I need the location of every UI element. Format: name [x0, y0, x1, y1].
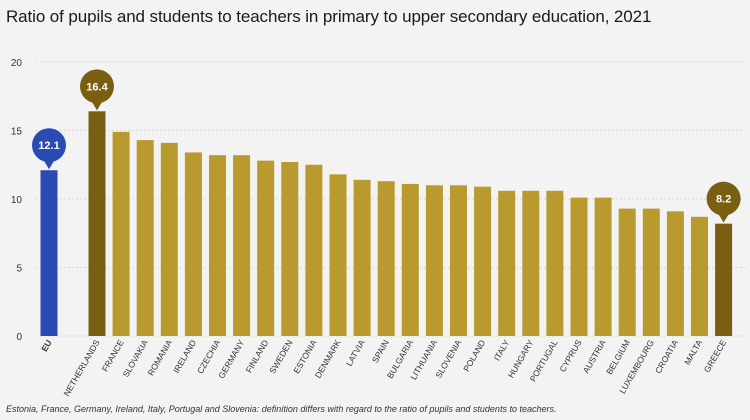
bar-sweden	[281, 162, 299, 336]
x-tick-label: SPAIN	[370, 338, 391, 365]
callouts: 12.1 16.4 8.2	[32, 69, 741, 223]
bar-denmark	[329, 174, 347, 336]
x-tick-label: IRELAND	[171, 338, 198, 375]
x-tick-label: EU	[39, 338, 54, 353]
y-tick-label: 15	[11, 127, 23, 138]
x-tick-label: FINLAND	[244, 338, 271, 375]
chart-title: Ratio of pupils and students to teachers…	[6, 7, 652, 26]
bar-austria	[594, 197, 612, 336]
callout-value: 16.4	[86, 81, 108, 93]
x-tick-label: SWEDEN	[267, 338, 294, 375]
callout-netherlands: 16.4	[80, 69, 114, 111]
footnote: Estonia, France, Germany, Ireland, Italy…	[6, 404, 557, 414]
x-tick-label: ESTONIA	[291, 338, 318, 375]
bars	[40, 111, 733, 336]
bar-cyprus	[570, 197, 588, 336]
y-tick-label: 10	[11, 195, 23, 206]
bar-luxembourg	[642, 208, 660, 336]
bar-portugal	[546, 190, 564, 336]
bar-czechia	[209, 155, 226, 336]
callout-value: 12.1	[38, 140, 59, 152]
bar-romania	[160, 142, 178, 336]
bar-greece	[715, 223, 733, 336]
bar-croatia	[666, 211, 684, 336]
bar-lithuania	[425, 185, 443, 336]
bar-latvia	[353, 179, 371, 336]
callout-bubble	[32, 128, 66, 163]
bar-hungary	[522, 190, 540, 336]
x-axis-labels: EU NETHERLANDSFRANCESLOVAKIAROMANIAIRELAN…	[39, 338, 728, 398]
x-tick-label: POLAND	[461, 338, 487, 373]
bar-spain	[377, 181, 395, 336]
bar-eu	[40, 170, 58, 336]
bar-bulgaria	[401, 183, 419, 336]
callout-eu: 12.1	[32, 128, 66, 170]
x-tick-label: ROMANIA	[146, 338, 175, 378]
bar-italy	[498, 190, 516, 336]
y-tick-label: 0	[16, 332, 22, 343]
callout-bubble	[706, 181, 741, 216]
bar-netherlands	[88, 111, 106, 336]
bar-france	[112, 131, 130, 336]
y-axis: 0 5 10 15 20	[11, 58, 23, 343]
x-tick-label: CYPRUS	[557, 338, 584, 374]
x-tick-label: AUSTRIA	[581, 338, 608, 375]
x-tick-label: GREECE	[702, 338, 729, 374]
callout-value: 8.2	[716, 194, 731, 206]
x-tick-label: LATVIA	[344, 338, 367, 368]
y-tick-label: 20	[11, 58, 23, 69]
callout-greece: 8.2	[706, 181, 741, 223]
bar-ireland	[184, 152, 202, 336]
bar-slovenia	[450, 185, 467, 336]
x-tick-label: CROATIA	[653, 338, 680, 375]
x-tick-label: MALTA	[682, 338, 704, 367]
callout-pointer	[717, 212, 730, 223]
x-tick-label: FRANCE	[100, 338, 126, 374]
y-tick-label: 5	[16, 264, 22, 275]
callout-bubble	[80, 69, 114, 104]
callout-pointer	[43, 159, 55, 170]
bar-finland	[257, 160, 275, 336]
callout-pointer	[91, 100, 103, 111]
bar-poland	[474, 186, 492, 336]
x-tick-label: NETHERLANDS	[61, 338, 101, 398]
bar-estonia	[305, 164, 323, 336]
bar-germany	[233, 155, 251, 336]
bar-malta	[691, 216, 708, 336]
bar-belgium	[618, 208, 636, 336]
bar-slovakia	[136, 140, 154, 336]
x-tick-label: ITALY	[492, 338, 512, 363]
